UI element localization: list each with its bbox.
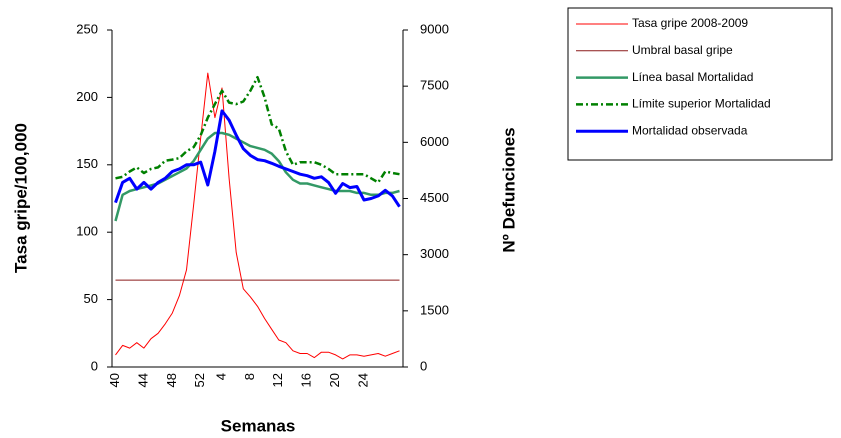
legend-label: Mortalidad observada: [632, 123, 748, 137]
y-tick-label: 100: [76, 224, 98, 239]
legend-label: Línea basal Mortalidad: [632, 70, 753, 84]
x-tick-label: 52: [192, 373, 207, 387]
y-tick-label: 50: [84, 291, 98, 306]
x-tick-label: 16: [299, 373, 314, 387]
x-axis-title: Semanas: [221, 416, 296, 435]
y2-tick-label: 3000: [420, 246, 449, 261]
y2-tick-label: 9000: [420, 21, 449, 36]
y-axis-title: Tasa gripe/100,000: [11, 123, 30, 273]
y2-tick-label: 0: [420, 358, 427, 373]
series-line: [115, 72, 400, 360]
x-tick-label: 12: [270, 373, 285, 387]
y-tick-label: 0: [91, 358, 98, 373]
x-tick-label: 44: [135, 373, 150, 387]
series-line: [114, 131, 400, 222]
x-tick-label: 40: [107, 373, 122, 387]
x-tick-label: 4: [213, 373, 228, 380]
y2-axis-title: Nº Defunciones: [499, 127, 518, 252]
x-tick-label: 20: [327, 373, 342, 387]
y-tick-label: 200: [76, 89, 98, 104]
x-tick-label: 48: [164, 373, 179, 387]
y2-tick-label: 1500: [420, 302, 449, 317]
series-line: [114, 109, 401, 208]
y2-tick-label: 4500: [420, 190, 449, 205]
legend-label: Tasa gripe 2008-2009: [632, 16, 748, 30]
legend-label: Umbral basal gripe: [632, 43, 733, 57]
y2-tick-label: 6000: [420, 134, 449, 149]
legend-label: Límite superior Mortalidad: [632, 97, 771, 111]
y-tick-label: 250: [76, 21, 98, 36]
legend-box: [567, 7, 833, 161]
series-line: [115, 75, 400, 184]
y2-tick-label: 7500: [420, 78, 449, 93]
x-tick-label: 8: [242, 373, 257, 380]
x-tick-label: 24: [355, 373, 370, 387]
y-tick-label: 150: [76, 156, 98, 171]
